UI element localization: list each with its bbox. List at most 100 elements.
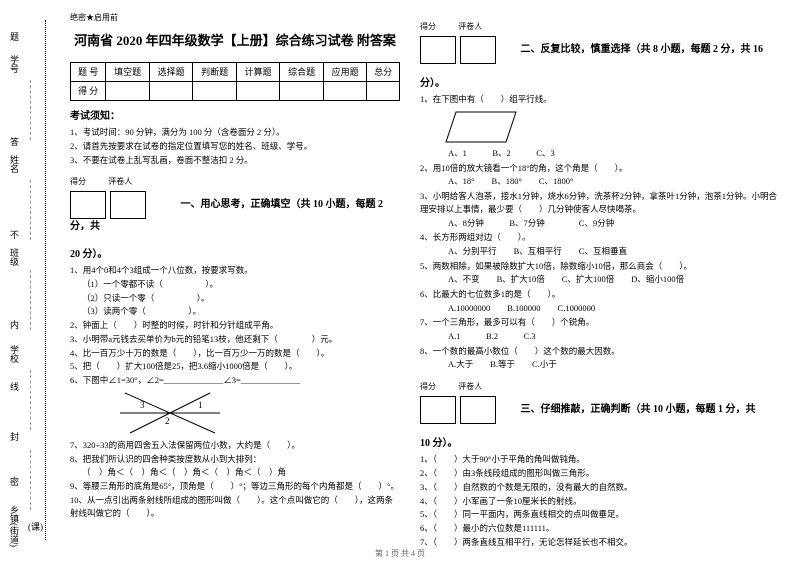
exam-title: 河南省 2020 年四年级数学【上册】综合练习试卷 附答案 xyxy=(70,31,400,52)
margin-label-school: 学校 xyxy=(8,345,21,363)
margin-line xyxy=(30,80,31,140)
th: 判断题 xyxy=(193,62,237,81)
right-column: 得分 评卷人 二、反复比较，慎重选择（共 8 小题，每题 2 分，共 16 分）… xyxy=(410,0,790,565)
s3q1: 1、（ ）大于90°小于平角的角叫做钝角。 xyxy=(420,453,780,466)
q4: 4、比一百万少十万的数是（ ），比一百万少一万的数是（ ）。 xyxy=(70,347,400,360)
s3q2: 2、（ ）由3条线段组成的图形叫做三角形。 xyxy=(420,467,780,480)
score-label: 得分 xyxy=(70,177,86,187)
grader-box xyxy=(460,396,496,424)
score-box xyxy=(420,396,456,424)
notice-heading: 考试须知： xyxy=(70,109,400,125)
margin-hint: 题 xyxy=(10,32,19,42)
q9: 9、等腰三角形的底角是65°，顶角是（ ）°；等边三角形的每个内角都是（ ）°。 xyxy=(70,480,400,493)
s2q5-opts: A、不变 B、扩大10倍 C、扩大100倍 D、缩小100倍 xyxy=(420,273,780,287)
dotted-divider xyxy=(45,20,46,540)
q2: 2、钟面上（ ）时整的时候，时针和分针组成平角。 xyxy=(70,319,400,332)
score-box xyxy=(70,191,106,219)
s3q3: 3、（ ）自然数的个数是无限的，没有最大的自然数。 xyxy=(420,481,780,494)
s2q8-opts: A.大于 B.等于 C.小于 xyxy=(420,358,780,372)
svg-text:3: 3 xyxy=(140,400,145,410)
margin-hint: (课) xyxy=(28,522,43,532)
s2q6: 6、比最大的七位数多1的是（ ）。 xyxy=(420,288,780,301)
binding-margin: 题 学号 答 姓名 不 班级 内 学校 线 封 密 乡镇(街道) (课) xyxy=(0,0,60,565)
margin-hint: 密 xyxy=(10,477,19,487)
s2q3: 3、小明给客人泡茶，接水1分钟，烧水6分钟，洗茶杯2分钟，拿茶叶1分钟，泡茶1分… xyxy=(420,190,780,216)
th: 计算题 xyxy=(236,62,280,81)
s2q4: 4、长方形两组对边（ ）。 xyxy=(420,231,780,244)
th: 填空题 xyxy=(106,62,150,81)
td xyxy=(236,81,280,100)
score-box xyxy=(420,36,456,64)
margin-line xyxy=(30,270,31,330)
margin-line xyxy=(30,180,31,240)
q1b: （2）只读一个零（ ）。 xyxy=(70,292,400,305)
q1: 1、用4个0和4个3组成一个八位数，按要求写数。 xyxy=(70,264,400,277)
grader-label: 评卷人 xyxy=(458,382,482,392)
q8: 8、把我们所认识的四舍种类按度数从小到大排列： xyxy=(70,453,400,466)
th: 应用题 xyxy=(323,62,367,81)
s3q5: 5、（ ）同一平面内，两条直线相交的点叫做垂足。 xyxy=(420,508,780,521)
section-header: 得分 评卷人 二、反复比较，慎重选择（共 8 小题，每题 2 分，共 16 xyxy=(420,22,780,64)
margin-label-id: 学号 xyxy=(8,55,21,73)
s2q1: 1、在下图中有（ ）组平行线。 xyxy=(420,93,780,106)
angle-diagram: 3 2 1 xyxy=(110,388,230,438)
th: 总分 xyxy=(367,62,400,81)
td xyxy=(149,81,193,100)
th: 综合题 xyxy=(280,62,324,81)
section2-title: 二、反复比较，慎重选择（共 8 小题，每题 2 分，共 16 xyxy=(521,44,764,55)
s2q6-opts: A.10000000 B.100000 C.1000000 xyxy=(420,302,780,316)
grader-label: 评卷人 xyxy=(458,22,482,32)
notice-item: 3、不要在试卷上乱写乱画，卷面不整洁扣 2 分。 xyxy=(70,154,400,167)
section1-title-cont: 20 分）。 xyxy=(70,247,400,263)
notice-item: 2、请首先按要求在试卷的指定位置填写您的姓名、班级、学号。 xyxy=(70,140,400,153)
s2q2-opts: A、18° B、180° C、1800° xyxy=(420,175,780,189)
rhombus-diagram xyxy=(436,107,526,147)
margin-hint: 内 xyxy=(10,320,19,330)
s2q7-opts: A.1 B.2 C.3 xyxy=(420,330,780,344)
margin-hint: 线 xyxy=(10,382,19,392)
q3: 3、小明带a元钱去买单价为b元的铅笔13枝，他还剩下（ ）元。 xyxy=(70,333,400,346)
score-table: 题 号 填空题 选择题 判断题 计算题 综合题 应用题 总分 得 分 xyxy=(70,62,400,102)
td xyxy=(106,81,150,100)
s2q4-opts: A、分别平行 B、互相平行 C、互相垂直 xyxy=(420,245,780,259)
td xyxy=(280,81,324,100)
grader-label: 评卷人 xyxy=(108,177,132,187)
table-row: 得 分 xyxy=(71,81,400,100)
th: 选择题 xyxy=(149,62,193,81)
margin-line xyxy=(30,450,31,510)
th: 题 号 xyxy=(71,62,106,81)
margin-label-name: 姓名 xyxy=(8,155,21,173)
confidential-mark: 绝密★启用前 xyxy=(70,12,400,25)
page-footer: 第 1 页 共 4 页 xyxy=(0,548,800,559)
s2q1-opts: A、1 B、2 C、3 xyxy=(420,147,780,161)
td xyxy=(193,81,237,100)
td xyxy=(367,81,400,100)
svg-text:2: 2 xyxy=(165,416,170,426)
left-column: 绝密★启用前 河南省 2020 年四年级数学【上册】综合练习试卷 附答案 题 号… xyxy=(60,0,410,565)
margin-hint: 答 xyxy=(10,137,19,147)
grader-box xyxy=(460,36,496,64)
s2q7: 7、一个三角形，最多可以有（ ）个锐角。 xyxy=(420,316,780,329)
notice-item: 1、考试时间：90 分钟，满分为 100 分（含卷面分 2 分）。 xyxy=(70,126,400,139)
q5: 5、把（ ）扩大100倍是25，把3.6缩小1000倍是（ ）。 xyxy=(70,360,400,373)
svg-text:1: 1 xyxy=(198,400,203,410)
s2q3-opts: A、8分钟 B、7分钟 C、9分钟 xyxy=(420,217,780,231)
q8b: （ ）角＜（ ）角＜（ ）角＜（ ）角＜（ ）角 xyxy=(70,466,400,479)
section-header: 得分 评卷人 一、用心思考，正确填空（共 10 小题，每题 2 分，共 xyxy=(70,177,400,235)
s3q7: 7、（ ）两条直线互相平行，无论怎样延长也不相交。 xyxy=(420,536,780,549)
margin-label-class: 班级 xyxy=(8,248,21,266)
exam-page: 题 学号 答 姓名 不 班级 内 学校 线 封 密 乡镇(街道) (课) 绝密★… xyxy=(0,0,800,565)
margin-label-town: 乡镇(街道) xyxy=(8,505,21,547)
td: 得 分 xyxy=(71,81,106,100)
q1a: （1）一个零都不读（ ）。 xyxy=(70,278,400,291)
grader-box xyxy=(110,191,146,219)
section3-title-cont: 10 分）。 xyxy=(420,436,780,452)
td xyxy=(323,81,367,100)
margin-hint: 不 xyxy=(10,230,19,240)
section2-title-cont: 分）。 xyxy=(420,76,780,92)
s3q4: 4、（ ）小军画了一条10厘米长的射线。 xyxy=(420,495,780,508)
section-header: 得分 评卷人 三、仔细推敲，正确判断（共 10 小题，每题 1 分，共 xyxy=(420,382,780,424)
q1c: （3）读两个零（ ）。 xyxy=(70,305,400,318)
s2q2: 2、用10倍的放大镜看一个18°的角，这个角是（ ）。 xyxy=(420,162,780,175)
table-row: 题 号 填空题 选择题 判断题 计算题 综合题 应用题 总分 xyxy=(71,62,400,81)
